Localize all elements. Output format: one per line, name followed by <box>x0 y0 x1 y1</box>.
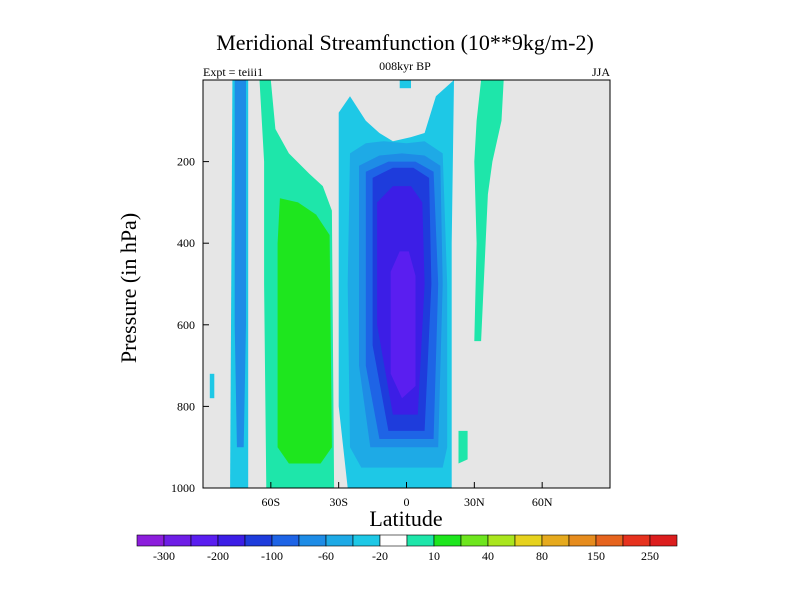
colorbar-swatch <box>379 534 408 547</box>
colorbar-swatch <box>433 534 462 547</box>
colorbar-swatch <box>487 534 516 547</box>
contour-sh-blue-cell <box>234 80 246 448</box>
x-tick-label: 0 <box>404 495 410 509</box>
y-tick-label: 600 <box>177 318 195 332</box>
x-axis-label: Latitude <box>369 506 442 531</box>
contour-regions <box>209 80 504 488</box>
x-tick-label: 30S <box>329 495 348 509</box>
x-tick-label: 60S <box>261 495 280 509</box>
colorbar-swatch <box>271 534 300 547</box>
colorbar-swatch <box>514 534 543 547</box>
x-tick-label: 30N <box>464 495 485 509</box>
chart-title: Meridional Streamfunction (10**9kg/m-2) <box>216 30 594 55</box>
colorbar-swatch <box>163 534 192 547</box>
contour-sh-green-cell <box>277 198 332 464</box>
subtitle-period: 008kyr BP <box>379 59 431 73</box>
colorbar-swatch <box>352 534 381 547</box>
subtitle-season: JJA <box>592 65 610 79</box>
colorbar-swatch <box>568 534 597 547</box>
colorbar-label: -60 <box>318 549 334 563</box>
colorbar-swatch <box>649 534 678 547</box>
y-tick-label: 200 <box>177 155 195 169</box>
colorbar-label: -300 <box>153 549 175 563</box>
y-tick-label: 400 <box>177 236 195 250</box>
plot-area <box>202 79 611 489</box>
colorbar-swatch <box>190 534 219 547</box>
x-axis: 60S 30S 0 30N 60N <box>261 482 553 509</box>
contour-nh-green-strip <box>474 80 504 342</box>
colorbar-label: 250 <box>641 549 659 563</box>
colorbar-swatch <box>217 534 246 547</box>
colorbar-swatch <box>298 534 327 547</box>
colorbar-label: 10 <box>428 549 440 563</box>
colorbar-label: 40 <box>482 549 494 563</box>
colorbar-swatch <box>595 534 624 547</box>
colorbar-swatch <box>325 534 354 547</box>
contour-nh-small-cell <box>458 430 468 464</box>
contour-main-l7 <box>390 251 416 399</box>
colorbar-swatch <box>460 534 489 547</box>
colorbar-swatch <box>244 534 273 547</box>
colorbar-swatch <box>622 534 651 547</box>
y-tick-label: 800 <box>177 399 195 413</box>
y-tick-label: 1000 <box>171 481 195 495</box>
colorbar-label: -100 <box>261 549 283 563</box>
x-tick-label: 60N <box>532 495 553 509</box>
contour-tropical-cyan-strip <box>399 80 411 89</box>
colorbar-label: 80 <box>536 549 548 563</box>
colorbar-label: -200 <box>207 549 229 563</box>
colorbar-label: 150 <box>587 549 605 563</box>
colorbar: -300 -200 -100 -60 -20 10 40 80 150 250 <box>136 534 678 563</box>
y-axis: 200 400 600 800 1000 <box>171 155 209 495</box>
colorbar-swatch <box>136 534 165 547</box>
y-axis-label: Pressure (in hPa) <box>116 213 141 363</box>
colorbar-swatch <box>406 534 435 547</box>
contour-sh-cyan-wisp <box>209 373 215 399</box>
subtitle-experiment: Expt = teiii1 <box>203 65 263 79</box>
colorbar-swatch <box>541 534 570 547</box>
colorbar-label: -20 <box>372 549 388 563</box>
